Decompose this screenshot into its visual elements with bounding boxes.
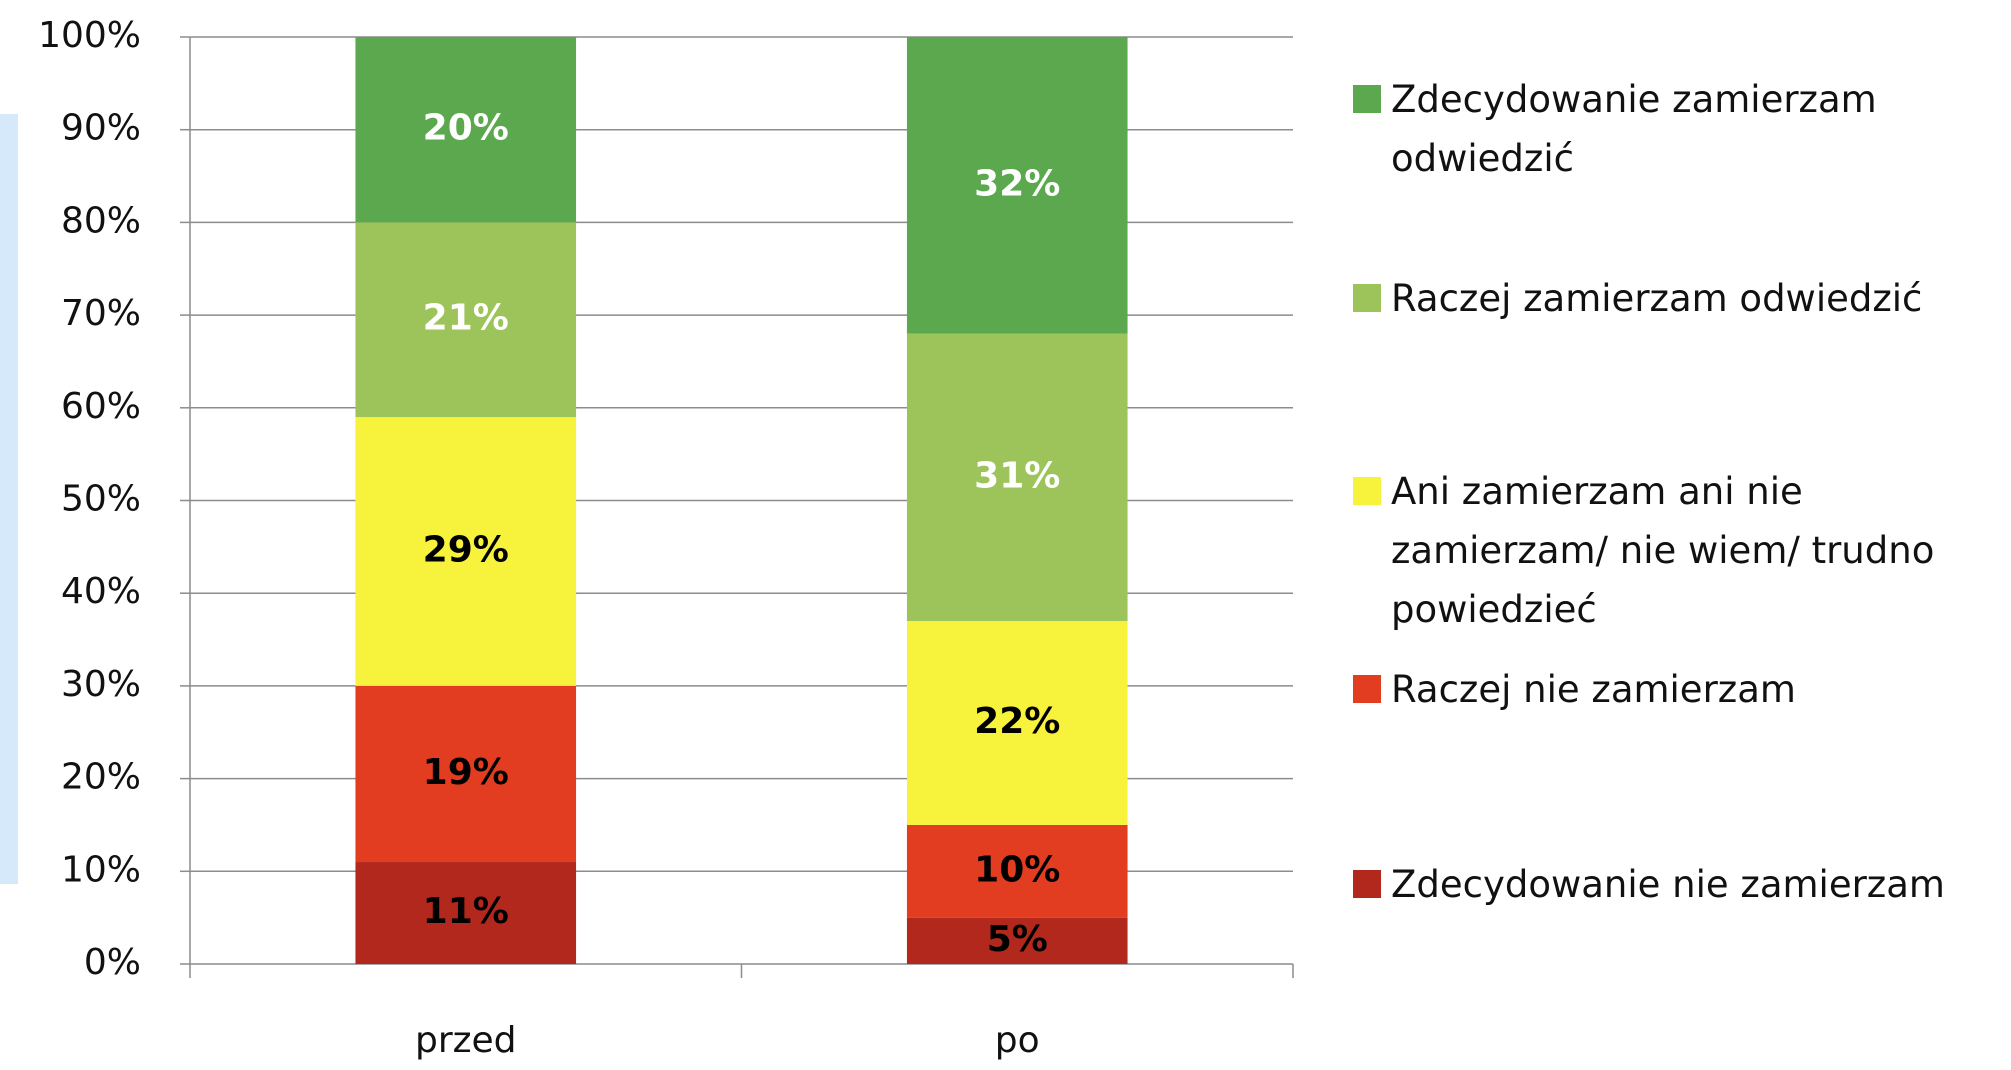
y-tick-label: 90% (61, 108, 141, 149)
y-tick-label: 40% (61, 571, 141, 612)
value-label: 21% (423, 298, 509, 339)
bar-segment (355, 685, 577, 863)
bar-segment (906, 824, 1128, 918)
y-tick-label: 10% (61, 849, 141, 890)
value-label: 32% (974, 163, 1060, 204)
legend-item: Ani zamierzam ani nie zamierzam/ nie wie… (1353, 462, 1981, 639)
y-tick-label: 0% (84, 942, 141, 983)
y-tick-label: 100% (38, 15, 141, 56)
value-label: 31% (974, 455, 1060, 496)
value-label: 5% (987, 919, 1048, 960)
legend-label: Raczej zamierzam odwiedzić (1391, 277, 1923, 320)
y-tick-label: 30% (61, 664, 141, 705)
bar-segment (906, 917, 1128, 964)
bar-segment (355, 862, 577, 964)
legend-swatch (1353, 477, 1381, 505)
legend-swatch (1353, 870, 1381, 898)
bar-segment (355, 37, 577, 223)
legend-label: Zdecydowanie zamierzam odwiedzić (1391, 78, 1877, 180)
legend-swatch (1353, 284, 1381, 312)
y-tick-label: 80% (61, 200, 141, 241)
value-label: 19% (423, 752, 509, 793)
value-label: 11% (423, 891, 509, 932)
legend-swatch (1353, 675, 1381, 703)
bar-segment (355, 417, 577, 686)
legend-label: Zdecydowanie nie zamierzam (1391, 863, 1945, 906)
legend-label: Ani zamierzam ani nie zamierzam/ nie wie… (1391, 470, 1935, 631)
value-label: 22% (974, 701, 1060, 742)
bar-segment (906, 621, 1128, 825)
y-tick-label: 20% (61, 757, 141, 798)
legend-item: Raczej zamierzam odwiedzić (1353, 269, 1922, 328)
legend-item: Raczej nie zamierzam (1353, 660, 1796, 719)
side-strip (0, 114, 18, 884)
x-tick-label: przed (415, 1020, 517, 1061)
value-label: 29% (423, 529, 509, 570)
value-label: 10% (974, 849, 1060, 890)
legend-swatch (1353, 85, 1381, 113)
y-tick-label: 50% (61, 479, 141, 520)
x-tick-label: po (995, 1020, 1040, 1061)
legend-item: Zdecydowanie zamierzam odwiedzić (1353, 70, 1981, 188)
bar-segment (906, 37, 1128, 334)
value-label: 20% (423, 108, 509, 149)
legend-label: Raczej nie zamierzam (1391, 668, 1796, 711)
y-tick-label: 70% (61, 293, 141, 334)
bar-segment (906, 333, 1128, 622)
legend-item: Zdecydowanie nie zamierzam (1353, 855, 1945, 914)
bar-segment (355, 222, 577, 418)
y-tick-label: 60% (61, 386, 141, 427)
